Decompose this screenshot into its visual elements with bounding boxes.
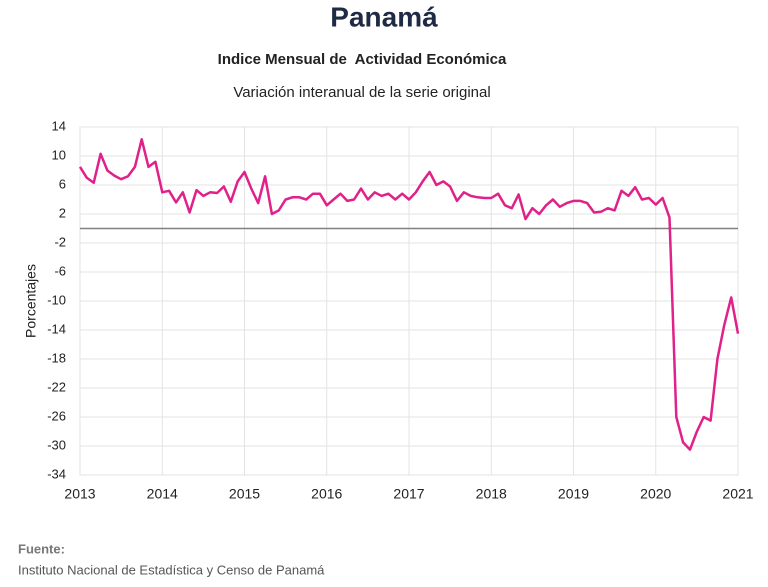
chart-description: Variación interanual de la serie origina… <box>233 84 490 101</box>
data-line <box>78 138 740 451</box>
y-tick-label: -22 <box>47 379 66 394</box>
y-tick-label: -6 <box>54 263 66 278</box>
y-tick-label: -26 <box>47 408 66 423</box>
chart-subtitle: Indice Mensual de Actividad Económica <box>218 51 507 68</box>
chart-title: Panamá <box>330 1 438 32</box>
y-tick-label: -10 <box>47 292 66 307</box>
x-tick-label: 2020 <box>640 486 671 502</box>
y-tick-label: 6 <box>59 176 66 191</box>
y-tick-label: -34 <box>47 466 66 481</box>
x-tick-label: 2019 <box>558 486 589 502</box>
y-tick-label: -30 <box>47 437 66 452</box>
y-tick-label: -18 <box>47 350 66 365</box>
y-tick-label: 2 <box>59 205 66 220</box>
source: Instituto Nacional de Estadística y Cens… <box>18 562 325 577</box>
x-tick-label: 2021 <box>722 486 753 502</box>
y-tick-label: 10 <box>52 147 66 162</box>
y-tick-label: 14 <box>52 118 66 133</box>
y-axis-label: Porcentajes <box>23 264 39 338</box>
x-tick-label: 2017 <box>393 486 424 502</box>
x-tick-label: 2013 <box>64 486 95 502</box>
x-tick-label: 2014 <box>147 486 178 502</box>
x-tick-label: 2016 <box>311 486 342 502</box>
y-tick-label: -2 <box>54 234 66 249</box>
source-label: Fuente: <box>18 541 65 556</box>
x-tick-label: 2018 <box>476 486 507 502</box>
x-tick-label: 2015 <box>229 486 260 502</box>
y-tick-label: -14 <box>47 321 66 336</box>
